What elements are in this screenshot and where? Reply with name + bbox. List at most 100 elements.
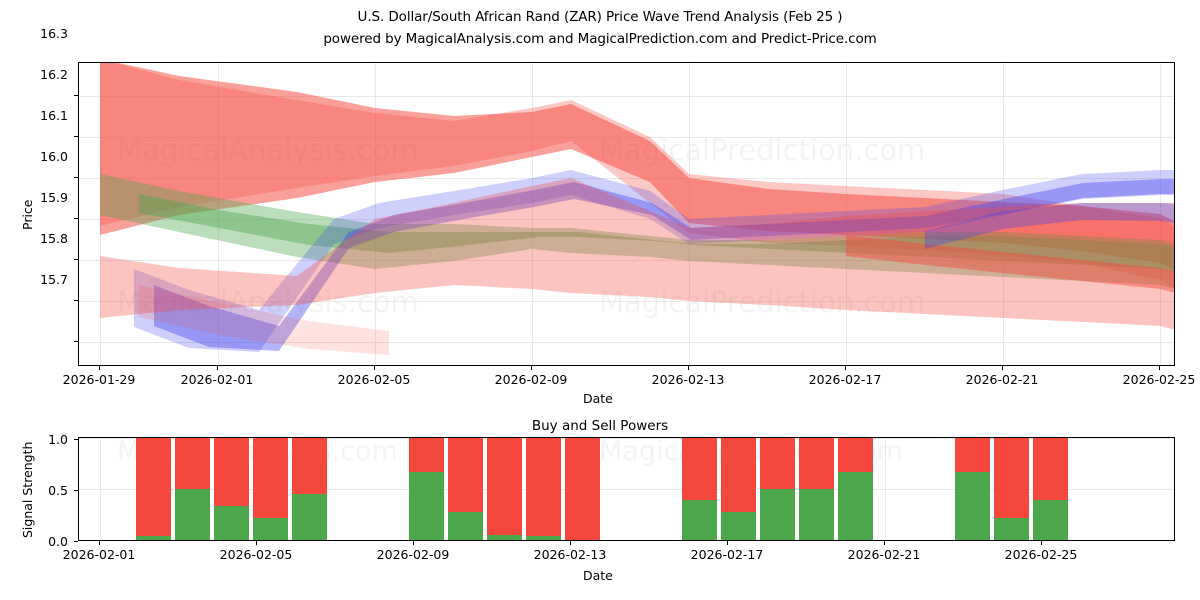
ytickmark-0 bbox=[74, 341, 78, 342]
bar-buy-2026-02-19 bbox=[799, 489, 834, 540]
signal-chart-ylabel: Signal Strength bbox=[20, 441, 35, 538]
band-green-band-main bbox=[100, 174, 1174, 289]
signal-chart-plot-area: MagicalAnalysis.com MagicalPrediction.co… bbox=[78, 437, 1175, 541]
bar-buy-2026-02-25 bbox=[1033, 500, 1068, 540]
xtick-price-6: 2026-02-21 bbox=[965, 372, 1039, 387]
xtickmark-price-7 bbox=[1159, 366, 1160, 370]
ytickmark-4 bbox=[74, 177, 78, 178]
xtick-signal-3: 2026-02-13 bbox=[533, 547, 607, 562]
bar-buy-2026-02-24 bbox=[994, 518, 1029, 540]
ytick-signal-2: 1.0 bbox=[48, 432, 68, 447]
gridline-y-15-7 bbox=[79, 342, 1174, 343]
ytick-price-0: 15.7 bbox=[40, 272, 68, 287]
page-title: U.S. Dollar/South African Rand (ZAR) Pri… bbox=[357, 9, 843, 25]
ytickmark-3 bbox=[74, 218, 78, 219]
xtickmark-signal-6 bbox=[1041, 541, 1042, 545]
gridline-x-2026-02-01 bbox=[218, 63, 219, 365]
gridline-y-16-0 bbox=[79, 219, 1174, 220]
xtickmark-signal-3 bbox=[570, 541, 571, 545]
bar-buy-2026-02-06 bbox=[292, 494, 327, 540]
xtick-price-3: 2026-02-09 bbox=[494, 372, 568, 387]
gridline-y-0-5 bbox=[79, 489, 1174, 490]
band-red-accent-right bbox=[846, 235, 1174, 293]
bar-sell-2026-02-11 bbox=[487, 438, 522, 540]
ytick-price-2: 15.9 bbox=[40, 190, 68, 205]
price-chart-ylabel: Price bbox=[20, 199, 35, 231]
xtickmark-price-0 bbox=[99, 366, 100, 370]
bar-buy-2026-02-04 bbox=[214, 506, 249, 540]
ytick-signal-1: 0.5 bbox=[48, 483, 68, 498]
signal-chart-xlabel: Date bbox=[583, 568, 613, 583]
ytickmark-1 bbox=[74, 300, 78, 301]
bar-buy-2026-02-20 bbox=[838, 472, 873, 540]
xtick-price-5: 2026-02-17 bbox=[808, 372, 882, 387]
price-chart-plot-area: MagicalAnalysis.com MagicalPrediction.co… bbox=[78, 62, 1175, 366]
page-subtitle: powered by MagicalAnalysis.com and Magic… bbox=[323, 31, 877, 47]
xtick-signal-1: 2026-02-05 bbox=[219, 547, 293, 562]
ytickmark-signal-2 bbox=[74, 439, 78, 440]
bar-buy-2026-02-02 bbox=[136, 536, 171, 540]
xtick-signal-0: 2026-02-01 bbox=[62, 547, 136, 562]
band-blue-crest-right bbox=[925, 203, 1174, 249]
gridline-y-16-3 bbox=[79, 96, 1174, 97]
xtickmark-signal-0 bbox=[99, 541, 100, 545]
band-blue-band-left bbox=[134, 170, 1174, 352]
xtick-signal-2: 2026-02-09 bbox=[376, 547, 450, 562]
xtick-signal-5: 2026-02-21 bbox=[847, 547, 921, 562]
xtick-price-2: 2026-02-05 bbox=[337, 372, 411, 387]
xtickmark-price-3 bbox=[531, 366, 532, 370]
ytickmark-6 bbox=[74, 95, 78, 96]
gridline-y-1-0 bbox=[79, 438, 1174, 439]
xtickmark-signal-1 bbox=[256, 541, 257, 545]
gridline-sx-2026-02-21 bbox=[885, 438, 886, 540]
xtick-price-1: 2026-02-01 bbox=[180, 372, 254, 387]
gridline-x-2026-02-09 bbox=[532, 63, 533, 365]
bar-buy-2026-02-10 bbox=[448, 512, 483, 540]
xtickmark-price-4 bbox=[688, 366, 689, 370]
bar-sell-2026-02-12 bbox=[526, 438, 561, 540]
band-green-band-inner bbox=[139, 194, 1174, 273]
band-red-pale-bottom-left bbox=[139, 285, 389, 355]
bar-sell-2026-02-13 bbox=[565, 438, 600, 540]
bar-buy-2026-02-03 bbox=[175, 489, 210, 540]
ytickmark-5 bbox=[74, 136, 78, 137]
price-chart-xlabel: Date bbox=[583, 391, 613, 406]
ytick-price-1: 15.8 bbox=[40, 231, 68, 246]
bar-buy-2026-02-11 bbox=[487, 535, 522, 540]
band-blue-band-right bbox=[154, 179, 1174, 351]
ytick-price-6: 16.3 bbox=[40, 26, 68, 41]
xtickmark-signal-2 bbox=[413, 541, 414, 545]
band-red-upper-band bbox=[100, 63, 1174, 270]
xtickmark-price-2 bbox=[374, 366, 375, 370]
bar-buy-2026-02-05 bbox=[253, 518, 288, 540]
gridline-y-15-9 bbox=[79, 260, 1174, 261]
xtickmark-price-5 bbox=[845, 366, 846, 370]
ytick-price-3: 16.0 bbox=[40, 149, 68, 164]
gridline-y-16-1 bbox=[79, 178, 1174, 179]
xtick-price-4: 2026-02-13 bbox=[651, 372, 725, 387]
xtickmark-price-6 bbox=[1002, 366, 1003, 370]
ytick-price-4: 16.1 bbox=[40, 108, 68, 123]
bar-buy-2026-02-09 bbox=[409, 472, 444, 540]
xtickmark-signal-5 bbox=[884, 541, 885, 545]
ytickmark-signal-0 bbox=[74, 541, 78, 542]
gridline-y-15-8 bbox=[79, 301, 1174, 302]
ytick-signal-0: 0.0 bbox=[48, 534, 68, 549]
ytick-price-5: 16.2 bbox=[40, 67, 68, 82]
bar-buy-2026-02-18 bbox=[760, 489, 795, 540]
band-red-lower-wide-band bbox=[100, 178, 1174, 330]
bar-buy-2026-02-16 bbox=[682, 500, 717, 540]
xtick-price-0: 2026-01-29 bbox=[62, 372, 136, 387]
xtickmark-signal-4 bbox=[727, 541, 728, 545]
xtickmark-price-1 bbox=[217, 366, 218, 370]
ytickmark-signal-1 bbox=[74, 490, 78, 491]
bar-buy-2026-02-12 bbox=[526, 536, 561, 540]
bar-buy-2026-02-17 bbox=[721, 512, 756, 540]
xtick-price-7: 2026-02-25 bbox=[1122, 372, 1196, 387]
xtick-signal-6: 2026-02-25 bbox=[1004, 547, 1078, 562]
bar-sell-2026-02-02 bbox=[136, 438, 171, 540]
signal-chart-title: Buy and Sell Powers bbox=[531, 418, 669, 434]
bar-buy-2026-02-23 bbox=[955, 472, 990, 540]
gridline-x-2026-02-05 bbox=[375, 63, 376, 365]
